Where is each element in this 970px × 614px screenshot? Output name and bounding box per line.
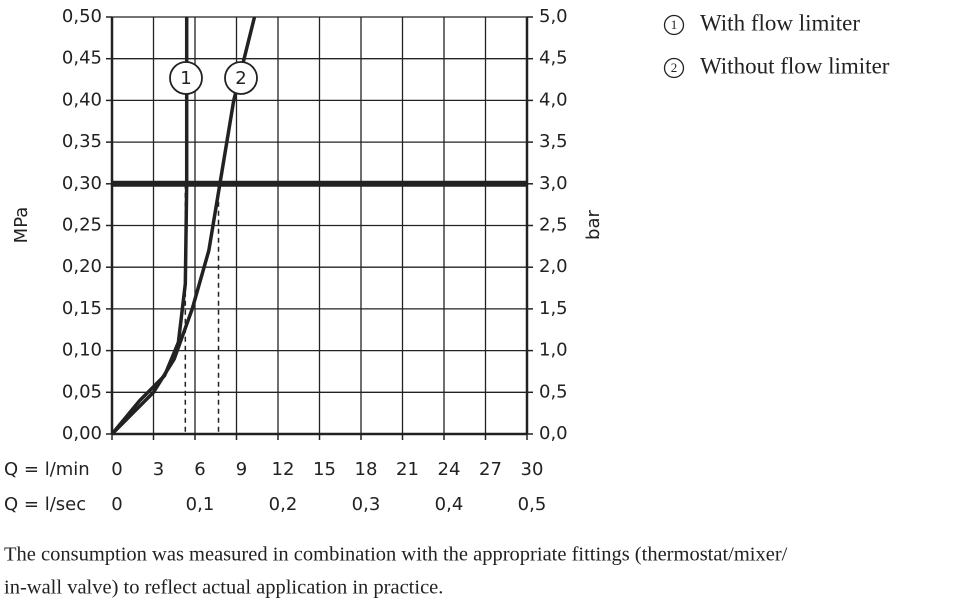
y2-tick-label: 3,5 — [539, 131, 568, 152]
legend-label: With flow limiter — [700, 10, 860, 35]
x2-tick-label: 0 — [111, 494, 122, 515]
y-tick-label: 0,25 — [62, 215, 102, 236]
x-tick-label: 15 — [313, 459, 336, 480]
y-tick-label: 0,45 — [62, 48, 102, 69]
y-tick-label: 0,30 — [62, 173, 102, 194]
x-tick-label: 30 — [521, 459, 544, 480]
y-tick-label: 0,40 — [62, 89, 102, 110]
x-tick-label: 27 — [479, 459, 502, 480]
y2-tick-label: 1,5 — [539, 298, 568, 319]
y2-tick-label: 4,5 — [539, 48, 568, 69]
series-label: 2 — [235, 68, 246, 89]
x-tick-label: 9 — [236, 459, 247, 480]
legend-symbol-label: 2 — [671, 60, 678, 75]
legend-symbol-label: 1 — [671, 17, 678, 32]
x-axis-label: Q = l/min — [4, 459, 90, 480]
x-tick-label: 18 — [355, 459, 378, 480]
x-tick-label: 21 — [396, 459, 419, 480]
y2-tick-label: 1,0 — [539, 340, 568, 361]
x-tick-label: 3 — [153, 459, 164, 480]
x-tick-label: 6 — [194, 459, 205, 480]
y2-axis-label: bar — [583, 209, 604, 239]
series-label: 1 — [180, 68, 191, 89]
footnote: in-wall valve) to reflect actual applica… — [4, 577, 443, 599]
legend-symbol — [663, 57, 685, 79]
y2-tick-label: 5,0 — [539, 6, 568, 27]
y-tick-label: 0,00 — [62, 423, 102, 444]
y-tick-label: 0,35 — [62, 131, 102, 152]
y-axis-label: MPa — [11, 207, 32, 244]
x-tick-label: 24 — [438, 459, 461, 480]
line-series — [110, 16, 257, 436]
y2-tick-label: 0,5 — [539, 381, 568, 402]
y-tick-label: 0,10 — [62, 340, 102, 361]
x-tick-label: 0 — [111, 459, 122, 480]
y2-tick-label: 0,0 — [539, 423, 568, 444]
x-tick-label: 12 — [272, 459, 295, 480]
y2-tick-label: 4,0 — [539, 89, 568, 110]
y-tick-label: 0,15 — [62, 298, 102, 319]
y-tick-label: 0,05 — [62, 381, 102, 402]
footnote: The consumption was measured in combinat… — [4, 544, 788, 566]
series-label-circle — [169, 61, 203, 95]
x2-tick-label: 0,3 — [352, 494, 381, 515]
y-tick-label: 0,50 — [62, 6, 102, 27]
y2-tick-label: 2,5 — [539, 215, 568, 236]
y2-tick-label: 2,0 — [539, 256, 568, 277]
x2-tick-label: 0,2 — [269, 494, 298, 515]
legend-label: Without flow limiter — [700, 53, 890, 78]
x2-tick-label: 0,4 — [435, 494, 464, 515]
y2-tick-label: 3,0 — [539, 173, 568, 194]
x2-tick-label: 0,1 — [186, 494, 215, 515]
legend-symbol — [663, 14, 685, 36]
series-label-circle — [224, 61, 258, 95]
x2-axis-label: Q = l/sec — [4, 494, 86, 515]
x2-tick-label: 0,5 — [518, 494, 547, 515]
y-tick-label: 0,20 — [62, 256, 102, 277]
